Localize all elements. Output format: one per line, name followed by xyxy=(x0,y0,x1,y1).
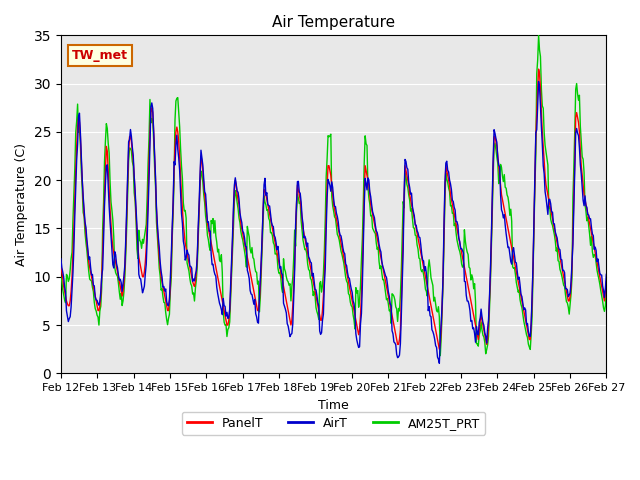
Y-axis label: Air Temperature (C): Air Temperature (C) xyxy=(15,143,28,266)
X-axis label: Time: Time xyxy=(318,398,349,412)
Legend: PanelT, AirT, AM25T_PRT: PanelT, AirT, AM25T_PRT xyxy=(182,412,486,435)
Text: TW_met: TW_met xyxy=(72,49,128,62)
Title: Air Temperature: Air Temperature xyxy=(272,15,395,30)
